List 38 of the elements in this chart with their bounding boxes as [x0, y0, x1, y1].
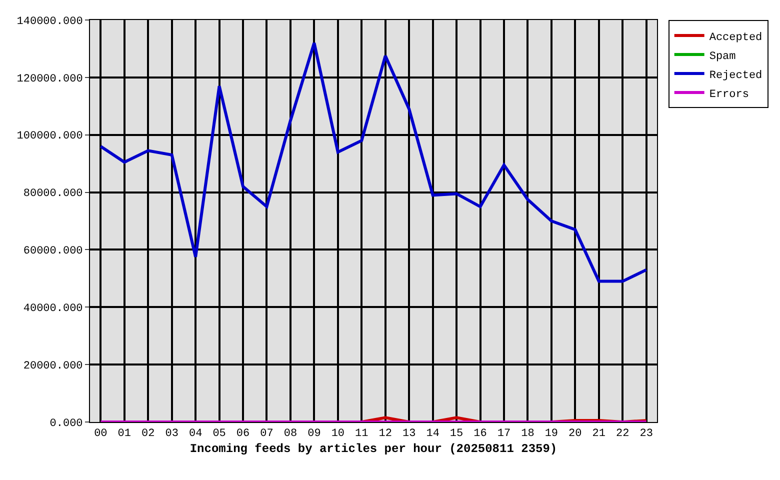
- legend-label: Errors: [709, 88, 749, 101]
- x-tick-label: 05: [212, 428, 226, 440]
- y-tick-label: 0.000: [50, 418, 83, 430]
- x-tick-label: 15: [450, 428, 464, 440]
- y-tick-label: 100000.000: [16, 130, 83, 143]
- y-tick-label: 80000.000: [23, 188, 83, 200]
- x-tick-label: 08: [284, 428, 298, 440]
- x-tick-label: 09: [308, 428, 321, 440]
- legend-label: Accepted: [709, 32, 762, 44]
- x-tick-label: 10: [331, 428, 345, 440]
- line-series: [99, 41, 648, 283]
- x-tick-label: 21: [592, 428, 606, 440]
- x-tick-label: 19: [544, 428, 558, 440]
- y-tick-label: 40000.000: [23, 302, 83, 315]
- x-tick-label: 18: [521, 428, 534, 440]
- y-tick-label: 120000.000: [16, 73, 83, 86]
- x-tick-label: 13: [402, 428, 416, 440]
- y-tick-label: 140000.000: [16, 16, 83, 28]
- x-tick-label: 04: [188, 428, 203, 440]
- x-tick-label: 16: [474, 428, 487, 440]
- legend-label: Spam: [709, 50, 736, 63]
- x-tick-label: 22: [616, 428, 630, 440]
- x-tick-label: 17: [497, 428, 511, 440]
- x-tick-label: 03: [165, 428, 178, 440]
- x-tick-label: 00: [94, 428, 108, 440]
- x-tick-label: 06: [236, 428, 250, 440]
- legend-label: Rejected: [709, 70, 762, 82]
- x-tick-label: 07: [260, 428, 274, 440]
- y-tick-label: 20000.000: [23, 360, 83, 372]
- x-tick-label: 02: [142, 428, 155, 440]
- x-tick-label: 01: [118, 428, 132, 440]
- x-axis-title: Incoming feeds by articles per hour (20250811 2359): [190, 442, 558, 456]
- x-tick-label: 14: [426, 428, 440, 440]
- x-tick-label: 11: [355, 428, 369, 440]
- x-tick-label: 20: [568, 428, 582, 440]
- x-tick-label: 23: [640, 428, 653, 440]
- y-tick-label: 60000.000: [23, 246, 83, 258]
- x-tick-label: 12: [378, 428, 392, 440]
